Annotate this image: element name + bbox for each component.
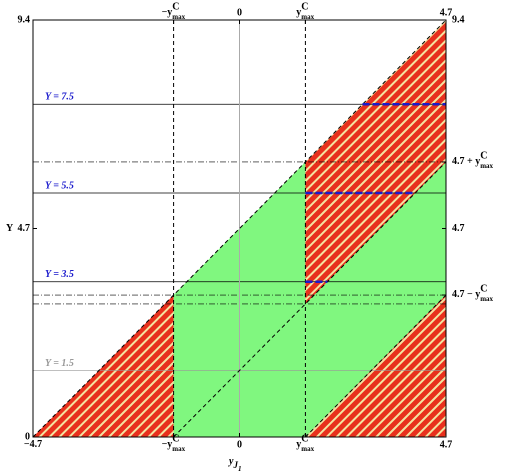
y-tick-label-text: 4.7 bbox=[18, 223, 31, 234]
y2-tick-label-text: 4.7 bbox=[452, 223, 465, 234]
label-sub: max bbox=[172, 445, 185, 453]
level-label: Y = 1.5 bbox=[45, 358, 74, 369]
label-sup: C bbox=[172, 433, 179, 444]
y2-tick-label-text: 4.7 − ymax bbox=[452, 289, 494, 302]
label-sup: C bbox=[301, 1, 308, 12]
level-label: Y = 7.5 bbox=[45, 92, 74, 103]
label-main: −4.7 bbox=[24, 439, 42, 450]
x-top-tick-label-text: 0 bbox=[237, 7, 242, 18]
x-top-tick-label-text: ymax bbox=[296, 7, 314, 20]
label-sub: max bbox=[480, 295, 493, 303]
y2-tick-label-text: 4.7 + ymax bbox=[452, 156, 494, 169]
x-tick-label-text: −ymax bbox=[162, 439, 186, 452]
x-top-tick-label-text: −ymax bbox=[162, 7, 186, 20]
x-tick-label: 0 bbox=[237, 439, 242, 450]
region bbox=[305, 161, 446, 437]
x-axis-label-sub: J bbox=[232, 460, 238, 470]
x-axis-label: yJ1 bbox=[228, 456, 241, 472]
y-tick-label-text: 0 bbox=[25, 431, 30, 442]
y-tick-label: 4.7 bbox=[18, 223, 31, 234]
label-main: y bbox=[296, 7, 301, 18]
label-main: y bbox=[296, 439, 301, 450]
y2-tick-label: 9.4 bbox=[452, 14, 465, 25]
x-axis-label-subsub: 1 bbox=[238, 465, 242, 473]
label-sub: max bbox=[480, 162, 493, 170]
y2-tick-label-text: 9.4 bbox=[452, 14, 465, 25]
x-top-tick-label: 4.7 bbox=[440, 7, 453, 18]
boundary-line bbox=[173, 161, 447, 438]
x-axis-label-main: y bbox=[228, 456, 234, 467]
x-tick-label-text: −4.7 bbox=[24, 439, 42, 450]
y-axis-label: Y bbox=[6, 223, 14, 234]
label-sup: C bbox=[480, 150, 487, 161]
level-label: Y = 3.5 bbox=[45, 269, 74, 280]
label-sub: max bbox=[172, 13, 185, 21]
label-sup: C bbox=[301, 433, 308, 444]
y-tick-label: 0 bbox=[25, 431, 30, 442]
label-sup: C bbox=[172, 1, 179, 12]
x-tick-label: 4.7 bbox=[440, 439, 453, 450]
level-label: Y = 5.5 bbox=[45, 180, 74, 191]
label-main: 4.7 − y bbox=[452, 289, 480, 300]
y-tick-label-text: 9.4 bbox=[18, 14, 31, 25]
boundary-line bbox=[305, 294, 447, 438]
y2-tick-label: 4.7 bbox=[452, 223, 465, 234]
y-tick-label: 9.4 bbox=[18, 14, 31, 25]
label-sup: C bbox=[480, 283, 487, 294]
label-sub: max bbox=[301, 13, 314, 21]
label-main: −y bbox=[162, 439, 173, 450]
x-tick-label: −4.7 bbox=[24, 439, 42, 450]
x-tick-label-text: 4.7 bbox=[440, 439, 453, 450]
label-main: 4.7 + y bbox=[452, 156, 480, 167]
x-top-tick-label-text: 4.7 bbox=[440, 7, 453, 18]
label-sub: max bbox=[301, 445, 314, 453]
label-main: −y bbox=[162, 7, 173, 18]
x-top-tick-label: 0 bbox=[237, 7, 242, 18]
x-tick-label-text: ymax bbox=[296, 439, 314, 452]
x-tick-label-text: 0 bbox=[237, 439, 242, 450]
